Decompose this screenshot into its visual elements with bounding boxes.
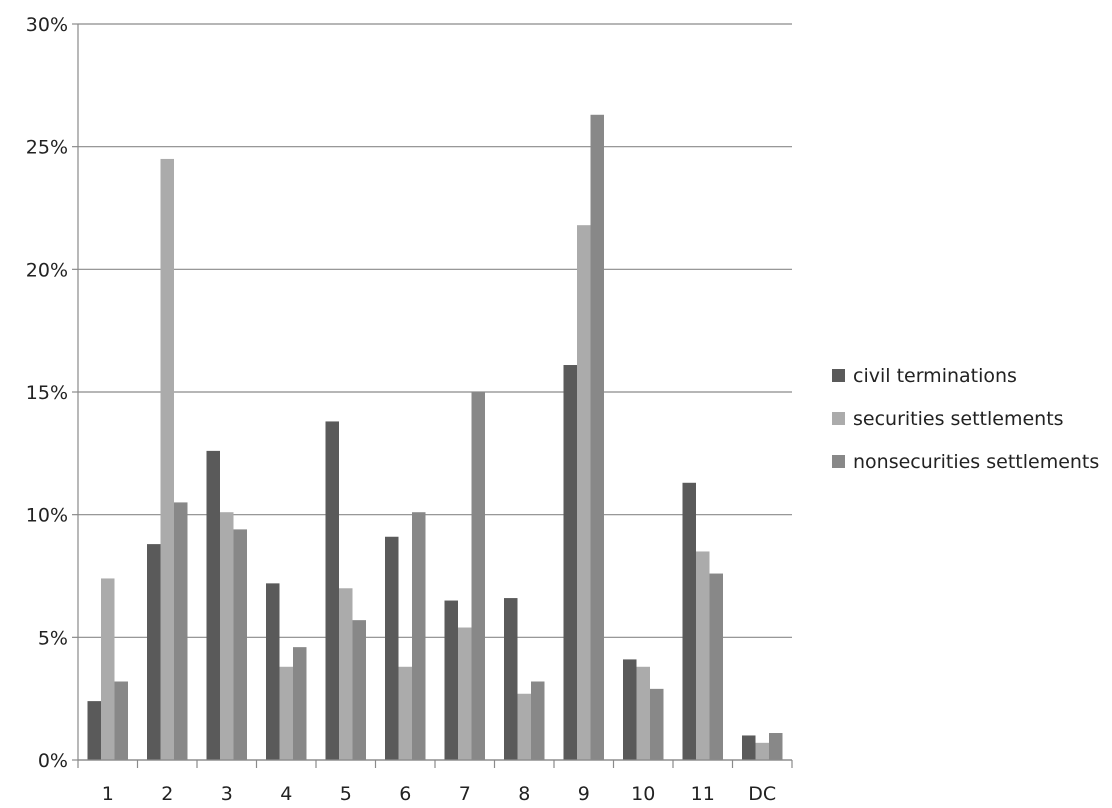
bar bbox=[590, 114, 604, 761]
gridlines bbox=[78, 23, 792, 761]
y-tick-label: 15% bbox=[26, 382, 68, 404]
y-tick-label: 0% bbox=[38, 750, 68, 772]
legend-label: civil terminations bbox=[853, 365, 1017, 387]
bar bbox=[220, 512, 234, 760]
bar bbox=[339, 588, 353, 760]
y-tick-label: 30% bbox=[26, 14, 68, 36]
bar bbox=[696, 551, 710, 760]
legend-swatch bbox=[832, 369, 845, 382]
x-tick-label: 4 bbox=[280, 783, 292, 805]
x-tick-label: 2 bbox=[161, 783, 173, 805]
bar bbox=[742, 735, 756, 760]
x-tick-label: 1 bbox=[102, 783, 114, 805]
x-tick-label: DC bbox=[748, 783, 776, 805]
legend-swatch bbox=[832, 412, 845, 425]
x-tick-label: 7 bbox=[459, 783, 471, 805]
bar bbox=[114, 681, 128, 760]
bar bbox=[325, 421, 339, 760]
bar bbox=[206, 450, 220, 760]
bar bbox=[352, 620, 366, 760]
y-axis: 0% 5% 10% 15% 20% 25% 30% bbox=[26, 14, 79, 772]
bar bbox=[709, 573, 723, 760]
x-tick-label: 9 bbox=[578, 783, 590, 805]
x-tick-label: 3 bbox=[221, 783, 233, 805]
bar bbox=[385, 536, 399, 760]
bar bbox=[160, 158, 174, 760]
x-tick-label: 10 bbox=[631, 783, 655, 805]
bar bbox=[458, 627, 472, 760]
bar bbox=[623, 659, 637, 760]
bar bbox=[531, 681, 545, 760]
bar bbox=[398, 666, 412, 760]
bar bbox=[412, 512, 426, 760]
bar bbox=[755, 742, 769, 760]
y-tick-label: 25% bbox=[26, 137, 68, 159]
bar bbox=[174, 502, 188, 760]
legend-swatch bbox=[832, 455, 845, 468]
bar bbox=[87, 701, 101, 760]
legend-label: nonsecurities settlements bbox=[853, 451, 1099, 473]
x-tick-label: 11 bbox=[691, 783, 715, 805]
x-tick-label: 6 bbox=[399, 783, 411, 805]
legend-label: securities settlements bbox=[853, 408, 1064, 430]
bar bbox=[650, 688, 664, 760]
bar bbox=[101, 578, 115, 760]
bar bbox=[266, 583, 280, 760]
legend: civil terminations securities settlements… bbox=[832, 365, 1099, 473]
bar bbox=[636, 666, 650, 760]
bar bbox=[471, 392, 485, 760]
bar bbox=[444, 600, 458, 760]
y-tick-label: 20% bbox=[26, 259, 68, 281]
bar bbox=[769, 733, 783, 760]
bar bbox=[682, 482, 696, 760]
x-tick-label: 8 bbox=[518, 783, 530, 805]
x-axis: 1 2 3 4 5 6 7 8 9 10 11 DC bbox=[77, 759, 793, 805]
bar bbox=[147, 544, 161, 760]
y-tick-label: 10% bbox=[26, 505, 68, 527]
bar bbox=[577, 225, 591, 760]
bar bbox=[504, 598, 518, 760]
y-tick-label: 5% bbox=[38, 627, 68, 649]
bar bbox=[517, 693, 531, 760]
bar bbox=[293, 647, 307, 760]
x-tick-label: 5 bbox=[340, 783, 352, 805]
bars bbox=[87, 114, 783, 761]
bar bbox=[563, 365, 577, 760]
bar bbox=[233, 529, 247, 760]
bar bbox=[279, 666, 293, 760]
